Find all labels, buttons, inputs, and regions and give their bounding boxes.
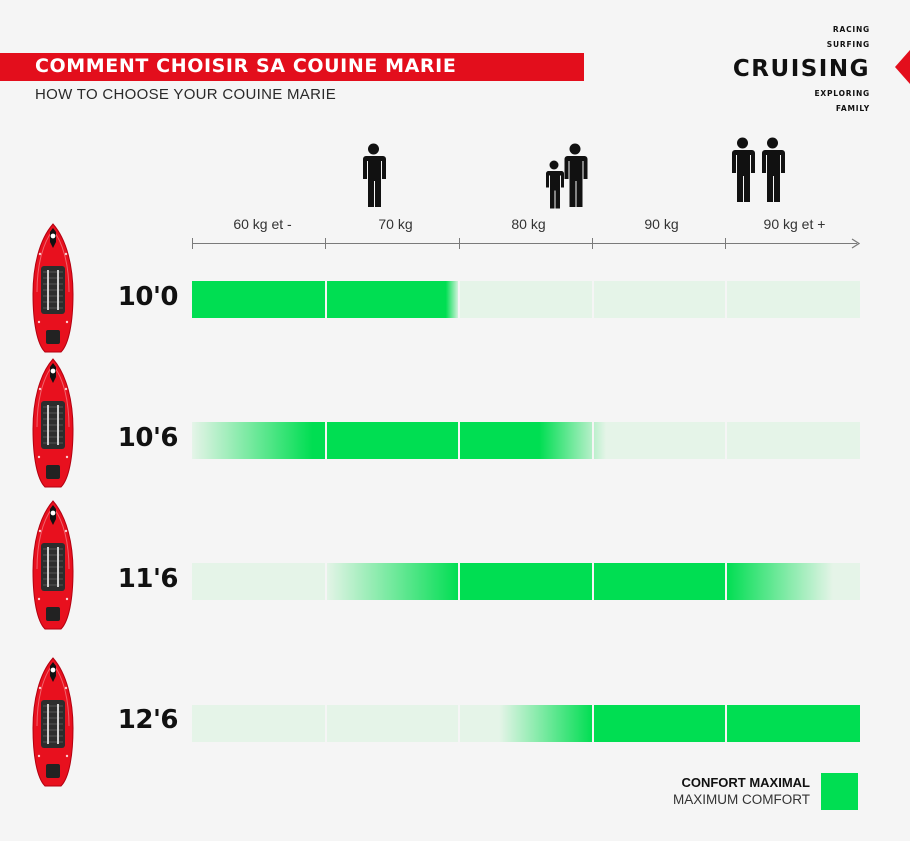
column-divider (324, 705, 327, 742)
board-size-label: 10'0 (117, 282, 179, 312)
column-divider (725, 705, 728, 742)
category-exploring[interactable]: EXPLORING (814, 89, 870, 98)
category-family[interactable]: FAMILY (835, 104, 870, 113)
active-category-arrow-icon (895, 50, 910, 84)
x-tick-label: 60 kg et - (233, 216, 292, 232)
page-subtitle: HOW TO CHOOSE YOUR COUINE MARIE (35, 86, 337, 103)
x-axis-tick (192, 238, 193, 249)
comfort-gradient (192, 563, 860, 600)
column-divider (324, 281, 327, 318)
column-divider (458, 563, 461, 600)
column-divider (591, 422, 594, 459)
title-band (0, 53, 584, 81)
board-size-label: 11'6 (117, 564, 179, 594)
board-size-label: 10'6 (117, 423, 179, 453)
column-divider (458, 422, 461, 459)
column-divider (591, 281, 594, 318)
comfort-bar-10'6 (192, 422, 860, 459)
paddle-board-icon (32, 500, 74, 630)
column-divider (591, 705, 594, 742)
comfort-gradient (192, 705, 860, 742)
two-adults-icon (732, 137, 785, 202)
comfort-bar-12'6 (192, 705, 860, 742)
x-axis-line (192, 243, 857, 244)
x-axis-tick (725, 238, 726, 249)
column-divider (725, 563, 728, 600)
category-menu: RACING SURFING CRUISING EXPLORING FAMILY (733, 22, 870, 116)
category-surfing[interactable]: SURFING (826, 40, 870, 49)
comfort-gradient (192, 422, 860, 459)
column-divider (725, 281, 728, 318)
category-racing[interactable]: RACING (832, 25, 870, 34)
legend-swatch (821, 773, 858, 810)
x-tick-label: 70 kg (378, 216, 413, 232)
column-divider (324, 563, 327, 600)
column-divider (591, 563, 594, 600)
legend-subtitle: MAXIMUM COMFORT (673, 792, 810, 807)
x-axis-arrow-icon (851, 238, 860, 249)
column-divider (458, 281, 461, 318)
paddle-board-icon (32, 358, 74, 488)
page-title: COMMENT CHOISIR SA COUINE MARIE (35, 55, 457, 77)
column-divider (458, 705, 461, 742)
comfort-bar-10'0 (192, 281, 860, 318)
x-axis-tick (325, 238, 326, 249)
x-axis-tick (592, 238, 593, 249)
comfort-bar-11'6 (192, 563, 860, 600)
column-divider (324, 422, 327, 459)
x-tick-label: 90 kg et + (763, 216, 826, 232)
adult-with-child-icon (546, 143, 588, 209)
legend-title: CONFORT MAXIMAL (681, 775, 810, 790)
column-divider (725, 422, 728, 459)
category-cruising-active[interactable]: CRUISING (732, 56, 870, 82)
x-tick-label: 80 kg (511, 216, 546, 232)
person-icon (363, 143, 386, 207)
paddle-board-icon (32, 223, 74, 353)
paddle-board-icon (32, 657, 74, 787)
x-axis-tick (459, 238, 460, 249)
x-tick-label: 90 kg (644, 216, 679, 232)
comfort-gradient (192, 281, 860, 318)
board-size-label: 12'6 (117, 705, 179, 735)
